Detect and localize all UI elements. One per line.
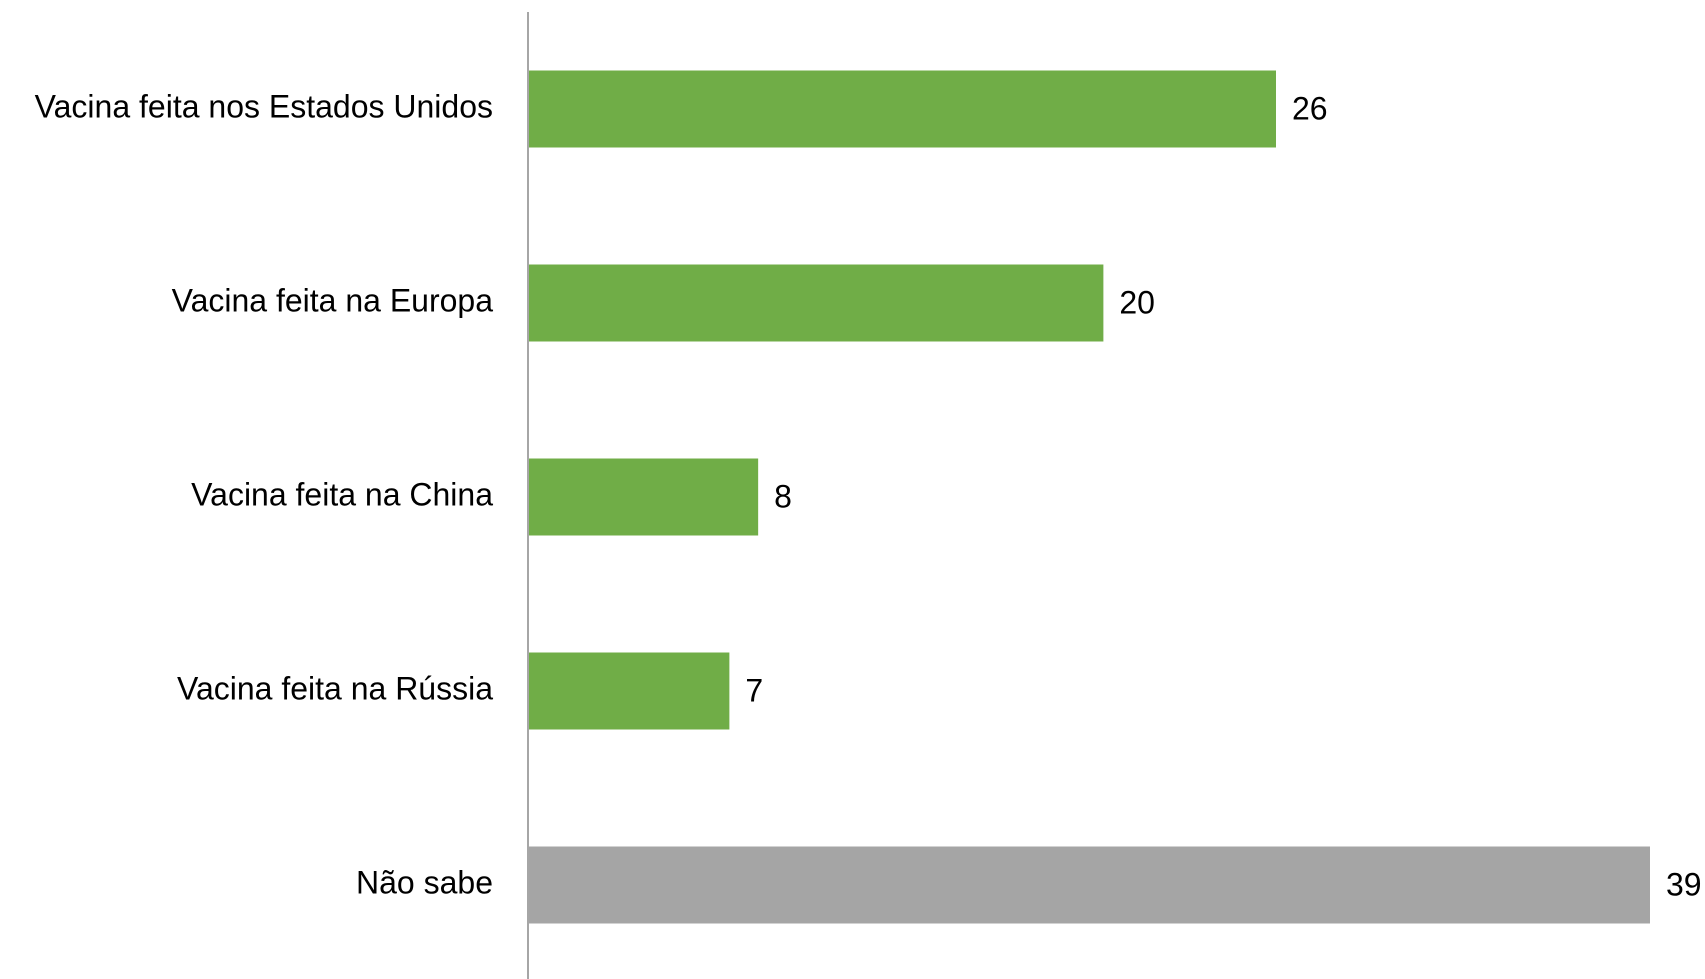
bar xyxy=(528,264,1104,342)
category-label: Vacina feita na China xyxy=(191,476,493,512)
value-label: 26 xyxy=(1292,90,1328,126)
value-label: 8 xyxy=(774,478,792,514)
category-label: Vacina feita nos Estados Unidos xyxy=(35,88,493,124)
value-label: 7 xyxy=(745,672,763,708)
value-label: 20 xyxy=(1119,284,1155,320)
category-label: Vacina feita na Europa xyxy=(172,282,494,318)
bar xyxy=(528,846,1650,924)
bar xyxy=(528,652,730,730)
category-label: Não sabe xyxy=(356,864,493,900)
category-label: Vacina feita na Rússia xyxy=(177,670,493,706)
value-label: 39 xyxy=(1666,866,1702,902)
bar xyxy=(528,458,759,536)
bar xyxy=(528,70,1276,148)
